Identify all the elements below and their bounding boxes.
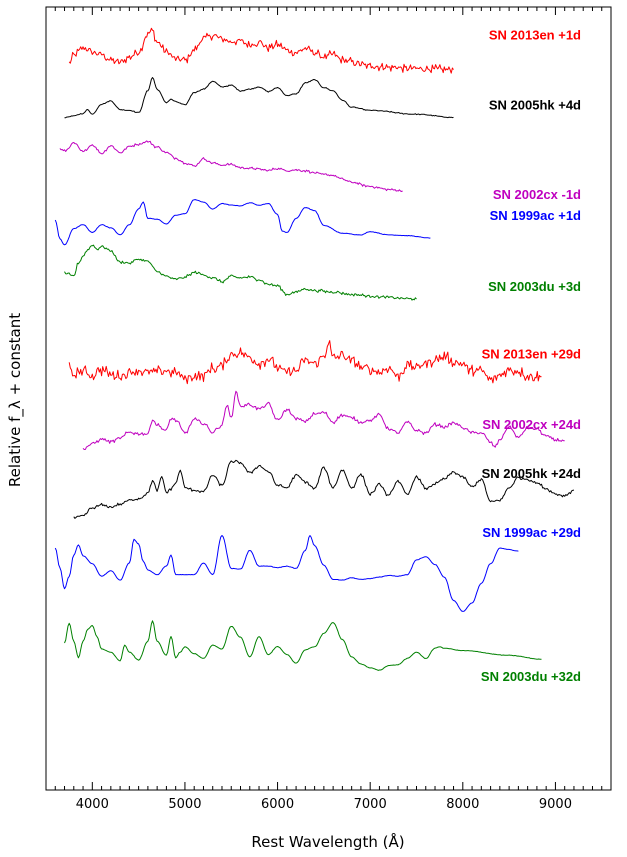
x-tick-label: 6000 <box>261 797 294 812</box>
series-label: SN 2002cx -1d <box>493 187 581 202</box>
x-tick-label: 8000 <box>446 797 479 812</box>
plot-frame <box>45 6 612 791</box>
series-line <box>54 535 519 612</box>
series-label: SN 1999ac +1d <box>490 208 581 223</box>
x-tick-labels: 4000 5000 6000 7000 8000 9000 <box>76 797 572 812</box>
series-label: SN 2005hk +24d <box>482 466 581 481</box>
series-label: SN 2002cx +24d <box>482 417 581 432</box>
series-label: SN 2003du +32d <box>481 669 581 684</box>
series-label: SN 2005hk +4d <box>489 97 581 112</box>
axis-ticks <box>54 7 612 790</box>
x-tick-label: 5000 <box>168 797 201 812</box>
series-line <box>82 390 565 450</box>
series-line <box>64 620 542 671</box>
series-label: SN 2013en +29d <box>482 347 581 362</box>
series-line <box>54 199 431 246</box>
series-labels: SN 2013en +1d SN 2005hk +4d SN 2002cx -1d S… <box>481 28 581 685</box>
y-axis-title: Relative f_λ + constant <box>6 313 25 487</box>
series-label: SN 1999ac +29d <box>482 525 581 540</box>
series-lines <box>54 27 575 671</box>
series-line <box>64 244 417 301</box>
x-axis-title: Rest Wavelength (Å) <box>251 832 404 851</box>
series-line <box>68 340 542 385</box>
series-line <box>68 27 454 74</box>
x-tick-label: 9000 <box>539 797 572 812</box>
series-label: SN 2003du +3d <box>488 279 581 294</box>
x-tick-label: 7000 <box>354 797 387 812</box>
series-line <box>59 140 403 192</box>
series-line <box>64 77 454 119</box>
series-label: SN 2013en +1d <box>489 28 581 43</box>
series-line <box>73 459 575 519</box>
x-tick-label: 4000 <box>76 797 109 812</box>
